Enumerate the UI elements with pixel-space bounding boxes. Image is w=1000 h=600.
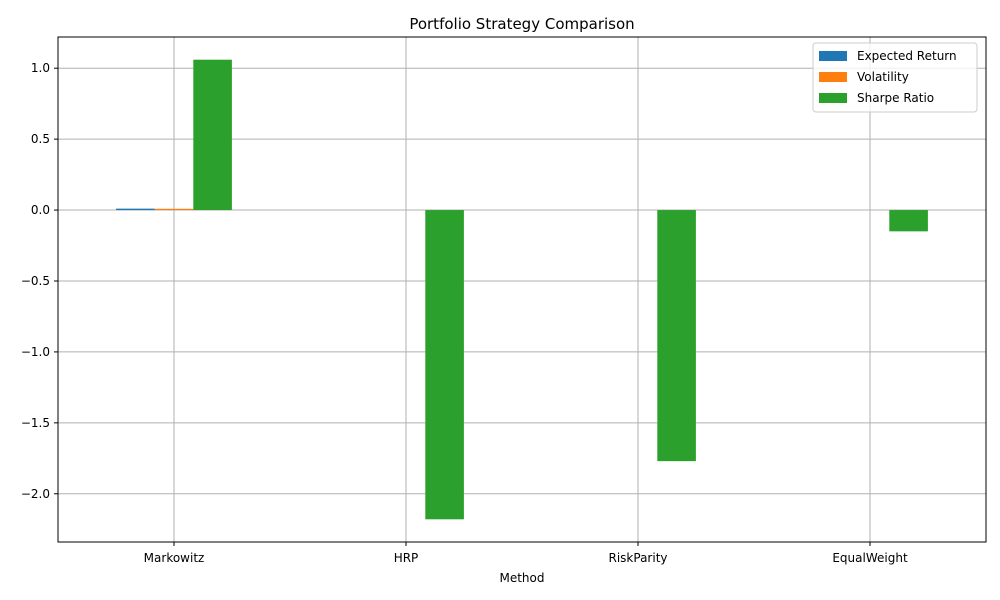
axis-ticks: 1.0 0.5 0.0 −0.5 −1.0 −1.5 −2.0 Markowitz HRP Ris… bbox=[21, 61, 908, 565]
y-tick-label: 0.0 bbox=[31, 203, 50, 217]
legend: Expected Return Volatility Sharpe Ratio bbox=[812, 42, 978, 113]
legend-label: Volatility bbox=[857, 70, 909, 84]
bar bbox=[116, 208, 155, 211]
x-tick-label: EqualWeight bbox=[832, 551, 908, 565]
y-tick-label: −2.0 bbox=[21, 487, 50, 501]
bar bbox=[425, 210, 464, 520]
y-tick-label: −0.5 bbox=[21, 274, 50, 288]
bar bbox=[889, 210, 928, 232]
plot-frame bbox=[57, 36, 987, 543]
bar bbox=[657, 210, 696, 462]
chart-title: Portfolio Strategy Comparison bbox=[409, 15, 634, 33]
x-tick-label: Markowitz bbox=[144, 551, 205, 565]
x-tick-label: HRP bbox=[394, 551, 419, 565]
bar bbox=[154, 208, 194, 211]
legend-swatch bbox=[819, 93, 847, 103]
legend-label: Sharpe Ratio bbox=[857, 91, 934, 105]
y-tick-label: −1.0 bbox=[21, 345, 50, 359]
bar bbox=[193, 59, 232, 211]
y-tick-label: 1.0 bbox=[31, 61, 50, 75]
legend-box bbox=[812, 42, 978, 113]
x-tick-label: RiskParity bbox=[609, 551, 668, 565]
x-axis-label: Method bbox=[499, 571, 544, 585]
y-tick-label: −1.5 bbox=[21, 416, 50, 430]
legend-swatch bbox=[819, 51, 847, 61]
legend-swatch bbox=[819, 72, 847, 82]
legend-label: Expected Return bbox=[857, 49, 957, 63]
bars bbox=[116, 59, 928, 520]
y-tick-label: 0.5 bbox=[31, 132, 50, 146]
